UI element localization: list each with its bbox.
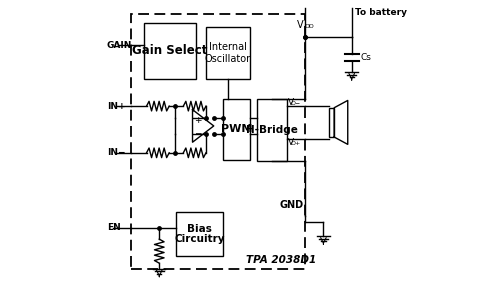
Text: DD: DD	[304, 24, 314, 29]
Text: V: V	[288, 138, 293, 147]
Text: Internal: Internal	[209, 42, 247, 52]
Text: Circuitry: Circuitry	[174, 234, 225, 245]
Text: IN+: IN+	[107, 102, 125, 111]
Text: IN−: IN−	[107, 148, 125, 157]
Text: V: V	[297, 20, 304, 31]
Bar	[257, 99, 287, 161]
Text: O+: O+	[290, 141, 300, 146]
Text: H-Bridge: H-Bridge	[246, 125, 298, 135]
Text: V: V	[288, 98, 293, 107]
Text: To battery: To battery	[355, 8, 407, 17]
Text: GND: GND	[280, 200, 304, 210]
Text: Bias: Bias	[187, 224, 212, 234]
Text: GAIN: GAIN	[107, 41, 132, 50]
Text: −: −	[195, 128, 202, 137]
Bar	[131, 14, 305, 269]
Bar	[329, 108, 334, 137]
Text: Cs: Cs	[360, 53, 371, 62]
Text: EN: EN	[107, 223, 121, 232]
Text: TPA 2038D1: TPA 2038D1	[246, 255, 316, 265]
Bar	[223, 99, 250, 160]
Text: Gain Select: Gain Select	[132, 44, 207, 57]
Text: +: +	[195, 115, 202, 125]
Text: O−: O−	[290, 101, 300, 106]
Text: Oscillator: Oscillator	[205, 54, 251, 64]
Text: PWM: PWM	[221, 125, 252, 134]
Bar	[206, 27, 250, 79]
Bar	[144, 23, 196, 79]
Bar	[176, 212, 223, 256]
